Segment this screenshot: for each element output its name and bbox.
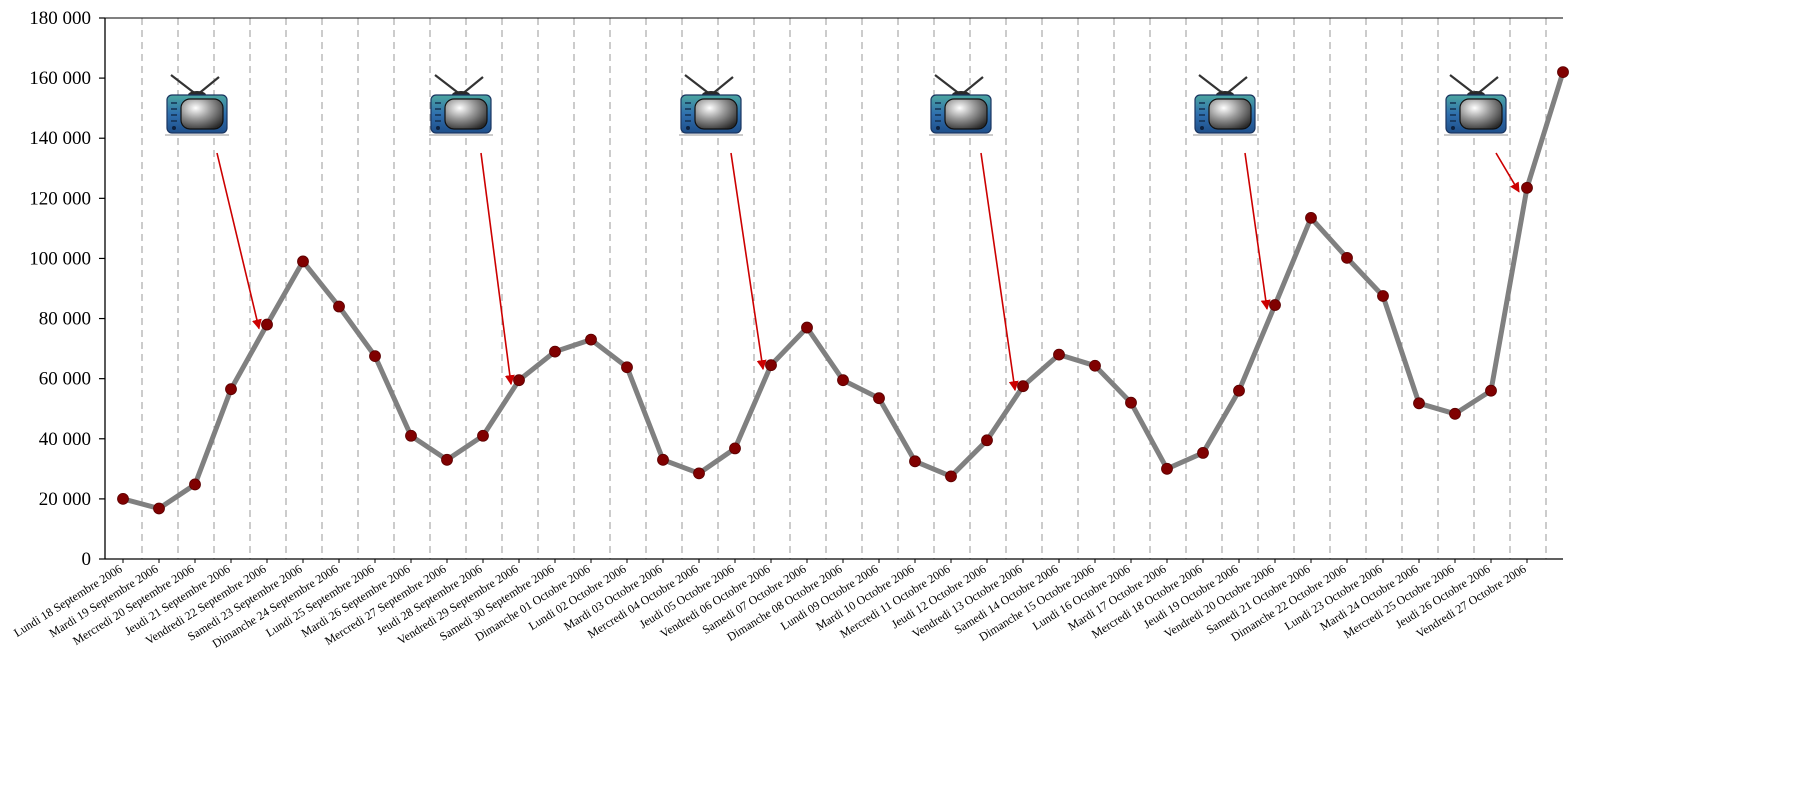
data-point: [910, 456, 921, 467]
data-point: [1558, 67, 1569, 78]
tv-icon: [165, 75, 229, 135]
y-tick-label: 0: [82, 549, 92, 570]
data-point: [1198, 447, 1209, 458]
data-point: [1054, 349, 1065, 360]
y-tick-labels: 0 20 000 40 000 60 000 80 000 100 000 120 000 1…: [29, 8, 105, 570]
data-point: [478, 430, 489, 441]
data-point: [766, 360, 777, 371]
y-tick-label: 120 000: [29, 188, 91, 209]
data-point: [550, 346, 561, 357]
data-point: [1018, 381, 1029, 392]
data-point: [334, 301, 345, 312]
series-line: [123, 72, 1563, 508]
y-tick-label: 180 000: [29, 8, 91, 29]
y-tick-label: 100 000: [29, 248, 91, 269]
annotation-arrow: [481, 153, 511, 384]
data-point: [298, 256, 309, 267]
annotation-arrow: [731, 153, 763, 369]
data-point: [874, 393, 885, 404]
tv-icon: [679, 75, 743, 135]
data-point: [262, 319, 273, 330]
data-point: [622, 362, 633, 373]
annotation-arrow: [1245, 153, 1267, 309]
data-point: [838, 375, 849, 386]
data-point: [802, 322, 813, 333]
data-point: [1162, 463, 1173, 474]
annotation-arrow: [217, 153, 259, 329]
data-point: [1378, 291, 1389, 302]
data-point: [370, 351, 381, 362]
y-tick-label: 20 000: [39, 489, 91, 510]
data-point: [406, 430, 417, 441]
data-point: [514, 375, 525, 386]
data-point: [946, 471, 957, 482]
data-point: [730, 443, 741, 454]
annotation-arrow: [1496, 153, 1519, 192]
tv-icon: [429, 75, 493, 135]
annotation-arrow: [981, 153, 1015, 390]
data-point: [982, 435, 993, 446]
data-point: [1126, 397, 1137, 408]
y-tick-label: 160 000: [29, 68, 91, 89]
data-point: [190, 479, 201, 490]
data-point: [1414, 398, 1425, 409]
data-point: [1342, 252, 1353, 263]
data-point: [658, 454, 669, 465]
series-polyline: [123, 72, 1563, 508]
data-point: [1450, 408, 1461, 419]
data-point: [1234, 385, 1245, 396]
y-tick-label: 40 000: [39, 429, 91, 450]
data-point: [1090, 360, 1101, 371]
y-tick-label: 140 000: [29, 128, 91, 149]
data-point: [1306, 212, 1317, 223]
tv-icon: [1193, 75, 1257, 135]
data-point: [1522, 182, 1533, 193]
y-tick-label: 60 000: [39, 369, 91, 390]
tv-icon: [929, 75, 993, 135]
y-tick-label: 80 000: [39, 309, 91, 330]
data-point: [694, 468, 705, 479]
data-point: [118, 493, 129, 504]
data-point: [154, 503, 165, 514]
data-points: [118, 67, 1569, 514]
data-point: [1486, 385, 1497, 396]
vertical-gridlines: [142, 18, 1546, 559]
data-point: [1270, 300, 1281, 311]
data-point: [442, 454, 453, 465]
data-point: [586, 334, 597, 345]
data-point: [226, 384, 237, 395]
tv-icon: [1444, 75, 1508, 135]
